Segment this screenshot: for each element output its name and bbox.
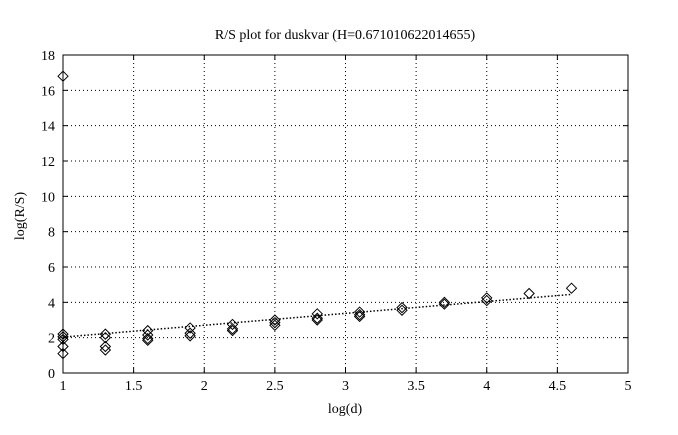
data-point-diamond (142, 332, 154, 345)
y-tick-label: 14 (41, 120, 55, 135)
data-point-diamond (226, 318, 239, 331)
data-point-diamond (226, 324, 239, 337)
y-tick-label: 12 (41, 155, 55, 170)
x-tick-label: 3.5 (407, 379, 425, 394)
data-point-diamond (184, 327, 196, 339)
x-tick-label: 4.5 (549, 379, 567, 394)
x-tick-label: 2.5 (266, 379, 284, 394)
x-tick-label: 2 (201, 379, 208, 394)
data-point-diamond (565, 282, 578, 294)
data-points (57, 70, 578, 360)
y-tick-label: 16 (41, 84, 55, 99)
x-tick-label: 3 (342, 379, 349, 394)
chart-title: R/S plot for duskvar (H=0.67101062201465… (215, 28, 476, 43)
data-point-diamond (438, 296, 451, 309)
data-point-diamond (396, 301, 408, 314)
data-point-diamond (269, 319, 281, 332)
fit-line (62, 293, 572, 338)
data-point-diamond (99, 331, 112, 344)
data-point-diamond (142, 329, 154, 341)
y-tick-label: 10 (41, 190, 55, 205)
data-point-diamond (99, 328, 112, 340)
x-tick-label: 1 (60, 379, 67, 394)
y-tick-label: 2 (48, 332, 55, 347)
data-point-diamond (99, 340, 112, 353)
x-tick-label: 1.5 (125, 379, 143, 394)
data-point-diamond (353, 306, 366, 318)
data-point-diamond (523, 287, 535, 300)
x-tick-label: 5 (625, 379, 632, 394)
y-tick-label: 4 (48, 296, 55, 311)
y-tick-label: 6 (48, 261, 55, 276)
grid-lines (63, 55, 628, 373)
y-tick-label: 8 (48, 226, 55, 241)
x-tick-label: 4 (483, 379, 490, 394)
data-point-diamond (311, 308, 323, 320)
y-tick-label: 0 (48, 367, 55, 382)
data-point-diamond (353, 310, 366, 323)
data-point-diamond (481, 292, 493, 304)
data-point-diamond (269, 314, 281, 326)
data-point-diamond (269, 316, 281, 329)
axis-ticks: 1 1.5 2 2.5 3 3.5 4 4.5 5 0 2 4 6 8 10 12 14 16 18 (41, 49, 632, 394)
data-point-diamond (311, 314, 323, 326)
data-point-diamond (142, 334, 154, 347)
y-tick-label: 18 (41, 49, 55, 64)
y-axis-title: log(R/S) (13, 192, 28, 241)
data-point-diamond (396, 304, 408, 316)
data-point-diamond (353, 308, 366, 321)
data-point-diamond (184, 330, 196, 342)
data-point-diamond (438, 298, 451, 310)
data-point-diamond (311, 312, 323, 324)
data-point-diamond (184, 322, 196, 334)
fit-line-layer (62, 293, 572, 338)
x-axis-title: log(d) (328, 402, 363, 417)
data-point-diamond (226, 323, 239, 335)
data-point-diamond (99, 344, 112, 356)
data-point-diamond (481, 294, 493, 307)
